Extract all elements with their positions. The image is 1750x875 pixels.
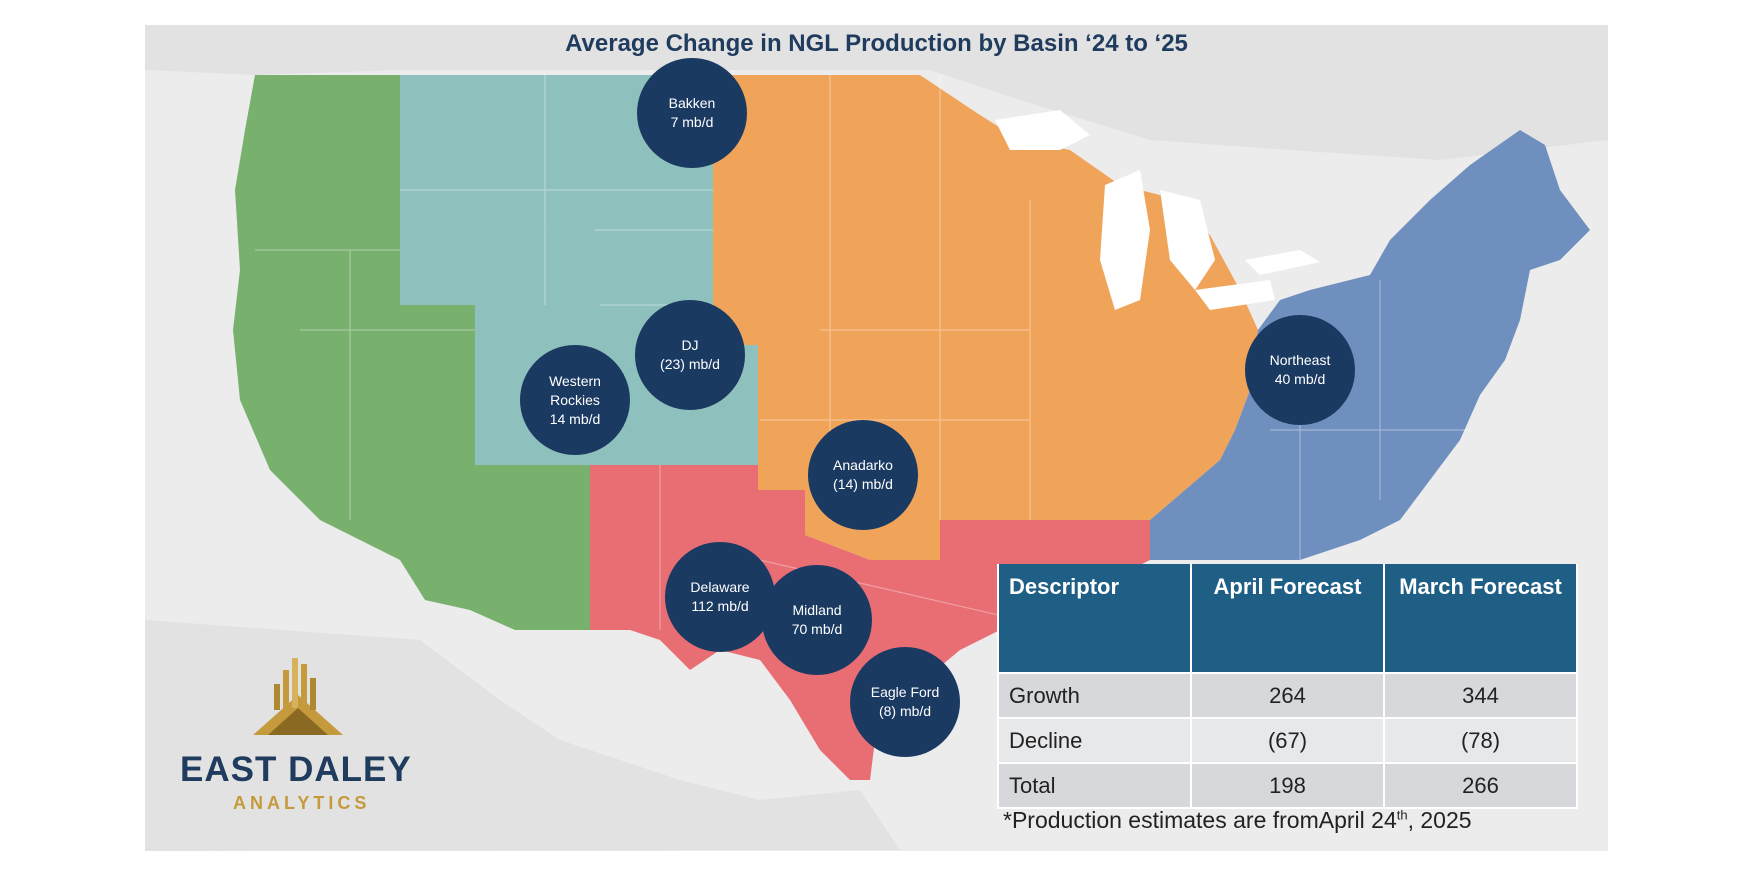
cell-march: 266: [1383, 762, 1578, 809]
header-descriptor: Descriptor: [997, 564, 1192, 673]
basin-bubble-delaware: Delaware 112 mb/d: [665, 542, 775, 652]
cell-descriptor: Total: [997, 762, 1192, 809]
brand-subtitle: ANALYTICS: [233, 793, 371, 813]
basin-name: Northeast: [1269, 352, 1331, 368]
basin-bubble-northeast: Northeast 40 mb/d: [1245, 315, 1355, 425]
mexico-landmass: [145, 620, 900, 851]
footnote: *Production estimates are fromApril 24th…: [1003, 807, 1472, 834]
basin-value: (8) mb/d: [878, 703, 932, 719]
header-march-forecast: March Forecast: [1383, 564, 1578, 673]
basin-name: Midland: [792, 602, 842, 618]
brand-name: EAST DALEY: [180, 750, 412, 789]
cell-march: (78): [1383, 717, 1578, 764]
basin-bubble-anadarko: Anadarko (14) mb/d: [808, 420, 918, 530]
buildings-pyramid-icon: [253, 658, 343, 735]
basin-name-line2: Rockies: [550, 391, 600, 408]
basin-name: Western: [549, 372, 601, 389]
cell-descriptor: Growth: [997, 672, 1192, 719]
northeast-region: [1150, 130, 1590, 560]
cell-april: 198: [1190, 762, 1385, 809]
basin-name: DJ: [681, 337, 699, 353]
footnote-text: *Production estimates are fromApril 24: [1003, 807, 1397, 833]
table-row: Growth 264 344: [997, 672, 1578, 719]
cell-april: (67): [1190, 717, 1385, 764]
basin-name: Eagle Ford: [870, 684, 940, 700]
basin-value: 7 mb/d: [670, 114, 714, 130]
basin-name: Delaware: [690, 579, 750, 595]
cell-descriptor: Decline: [997, 717, 1192, 764]
basin-name: Anadarko: [833, 457, 893, 473]
basin-value: (14) mb/d: [833, 476, 893, 492]
basin-name: Bakken: [668, 95, 716, 111]
cell-march: 344: [1383, 672, 1578, 719]
header-april-forecast: April Forecast: [1190, 564, 1385, 673]
footnote-superscript: th: [1396, 807, 1408, 823]
table-row: Total 198 266: [997, 762, 1578, 809]
west-region: [233, 75, 590, 630]
basin-bubble-eagle-ford: Eagle Ford (8) mb/d: [850, 647, 960, 757]
cell-april: 264: [1190, 672, 1385, 719]
footnote-date: , 2025: [1407, 807, 1472, 833]
table-row: Decline (67) (78): [997, 717, 1578, 764]
basin-value: 112 mb/d: [691, 598, 749, 614]
basin-value: 40 mb/d: [1274, 371, 1326, 387]
map-title: Average Change in NGL Production by Basi…: [565, 30, 1188, 57]
forecast-table: Descriptor April Forecast March Forecast…: [997, 564, 1578, 809]
basin-value: 14 mb/d: [549, 410, 601, 427]
basin-value: (23) mb/d: [660, 356, 720, 372]
basin-value: 70 mb/d: [791, 621, 843, 637]
basin-bubble-midland: Midland 70 mb/d: [762, 565, 872, 675]
table-header-row: Descriptor April Forecast March Forecast: [997, 564, 1578, 673]
state-borders: [255, 75, 1470, 630]
basin-bubble-western-rockies: Western Rockies 14 mb/d: [520, 345, 630, 455]
basin-bubble-bakken: Bakken 7 mb/d: [637, 58, 747, 168]
canada-landmass: [145, 25, 1608, 160]
midcontinent-region: [713, 75, 1258, 560]
great-lakes: [995, 110, 1320, 310]
basin-bubble-dj: DJ (23) mb/d: [635, 300, 745, 410]
